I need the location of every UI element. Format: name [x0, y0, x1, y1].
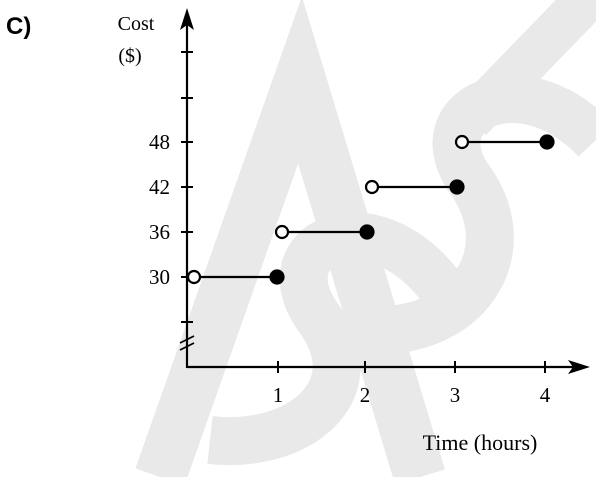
y-axis-title-line1: Cost — [118, 13, 155, 35]
open-endpoint — [454, 134, 470, 150]
watermark — [135, 0, 596, 477]
x-tick-label: 3 — [450, 383, 461, 407]
x-tick-label: 2 — [360, 383, 371, 407]
closed-endpoint — [359, 224, 375, 240]
x-axis-arrow — [568, 360, 590, 374]
option-label: C) — [6, 13, 31, 40]
y-minor-ticks — [181, 51, 193, 323]
axis-break-mark — [179, 335, 195, 351]
closed-endpoint — [269, 269, 285, 285]
x-axis-title: Time (hours) — [423, 430, 538, 455]
y-axis-arrow — [180, 8, 194, 30]
y-axis-title-line2: ($) — [118, 45, 141, 67]
open-endpoint — [364, 179, 380, 195]
closed-endpoint — [539, 134, 555, 150]
y-tick-label: 42 — [149, 175, 170, 199]
y-tick-label: 36 — [149, 220, 170, 244]
x-tick-label: 4 — [540, 383, 551, 407]
x-tick-label: 1 — [273, 383, 284, 407]
closed-endpoint — [449, 179, 465, 195]
y-tick-label: 48 — [149, 130, 170, 154]
open-endpoint — [274, 224, 290, 240]
open-endpoint — [186, 269, 202, 285]
y-tick-label: 30 — [149, 265, 170, 289]
